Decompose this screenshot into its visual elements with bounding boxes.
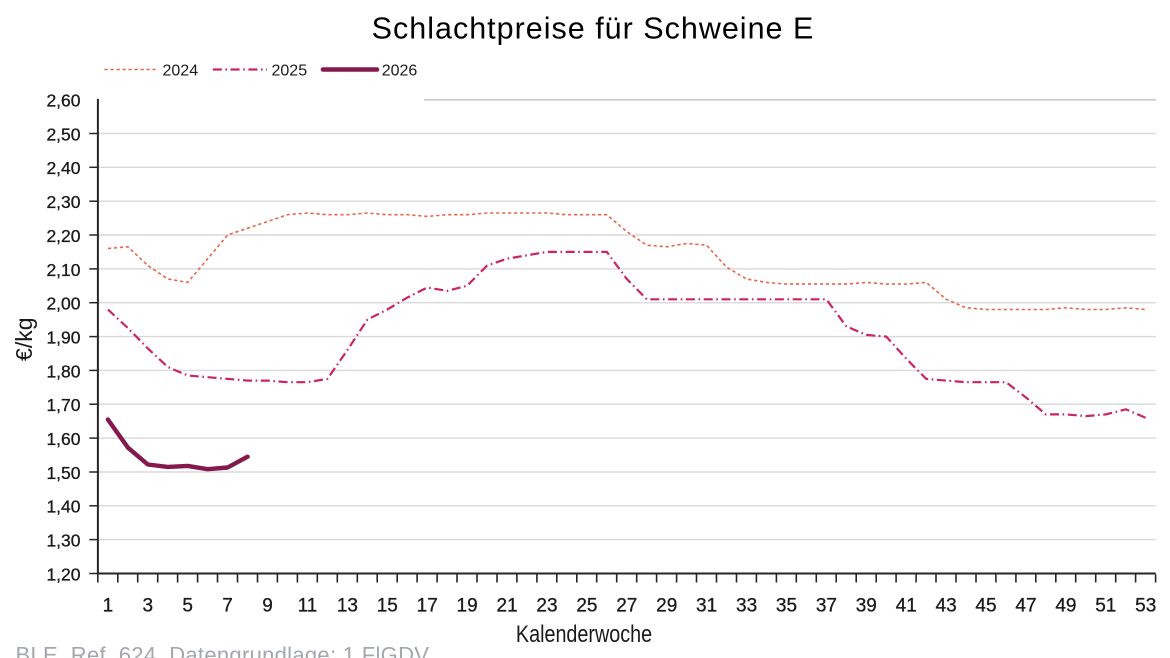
svg-text:41: 41 <box>896 595 917 616</box>
svg-text:1,90: 1,90 <box>46 328 80 348</box>
svg-text:49: 49 <box>1055 595 1076 616</box>
svg-text:2,50: 2,50 <box>46 124 80 144</box>
svg-text:17: 17 <box>417 595 438 616</box>
svg-text:25: 25 <box>576 595 597 616</box>
svg-text:53: 53 <box>1135 595 1156 616</box>
svg-text:1,20: 1,20 <box>46 564 80 584</box>
svg-text:BLE, Ref. 624, Datengrundlage:: BLE, Ref. 624, Datengrundlage: 1 FlGDV <box>16 642 430 658</box>
svg-text:2,00: 2,00 <box>46 294 80 314</box>
svg-text:2,40: 2,40 <box>46 158 80 178</box>
svg-text:1,40: 1,40 <box>46 497 80 517</box>
svg-text:2,20: 2,20 <box>46 226 80 246</box>
svg-text:15: 15 <box>377 595 398 616</box>
svg-text:Schlachtpreise für Schweine E: Schlachtpreise für Schweine E <box>372 12 815 46</box>
svg-text:13: 13 <box>337 595 358 616</box>
svg-text:51: 51 <box>1095 595 1116 616</box>
svg-text:2026: 2026 <box>382 63 418 80</box>
svg-text:1: 1 <box>103 595 114 616</box>
svg-text:2,10: 2,10 <box>46 260 80 280</box>
svg-text:€/kg: €/kg <box>11 317 37 360</box>
svg-text:43: 43 <box>936 595 957 616</box>
svg-text:27: 27 <box>616 595 637 616</box>
svg-text:9: 9 <box>262 595 273 616</box>
svg-text:31: 31 <box>696 595 717 616</box>
svg-text:2,60: 2,60 <box>46 91 80 111</box>
svg-text:19: 19 <box>457 595 478 616</box>
svg-text:2025: 2025 <box>272 63 308 80</box>
svg-text:47: 47 <box>1015 595 1036 616</box>
svg-text:29: 29 <box>656 595 677 616</box>
svg-text:7: 7 <box>222 595 233 616</box>
svg-text:45: 45 <box>975 595 996 616</box>
svg-text:3: 3 <box>143 595 154 616</box>
svg-text:23: 23 <box>536 595 557 616</box>
svg-text:Kalenderwoche: Kalenderwoche <box>516 620 652 647</box>
svg-text:21: 21 <box>497 595 518 616</box>
svg-text:1,60: 1,60 <box>46 429 80 449</box>
svg-text:1,70: 1,70 <box>46 395 80 415</box>
svg-text:1,80: 1,80 <box>46 361 80 381</box>
svg-text:2,30: 2,30 <box>46 192 80 212</box>
svg-text:5: 5 <box>182 595 193 616</box>
svg-text:1,50: 1,50 <box>46 463 80 483</box>
svg-text:37: 37 <box>816 595 837 616</box>
svg-text:39: 39 <box>856 595 877 616</box>
svg-text:1,30: 1,30 <box>46 531 80 551</box>
svg-text:33: 33 <box>736 595 757 616</box>
svg-text:11: 11 <box>298 595 318 616</box>
svg-text:35: 35 <box>776 595 797 616</box>
svg-text:2024: 2024 <box>163 63 199 80</box>
